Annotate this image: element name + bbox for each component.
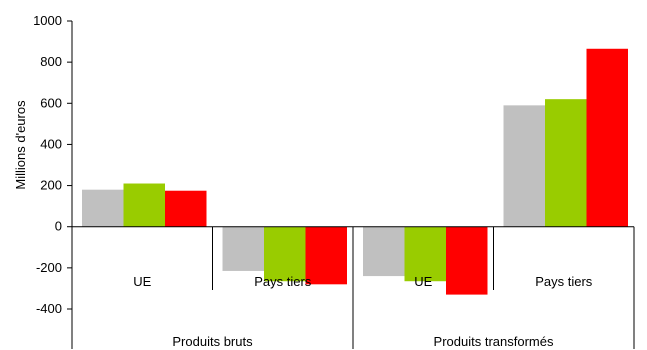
y-tick-label: 200 xyxy=(40,178,62,193)
group-label: Produits bruts xyxy=(172,334,253,349)
group-label: Produits transformés xyxy=(434,334,554,349)
category-axis: UE Pays tiers UE Pays tiers Produits bruts Pr… xyxy=(71,226,635,349)
bar xyxy=(586,48,628,227)
bar xyxy=(165,190,207,227)
y-axis: 1000 800 600 400 200 0 -200 -400 xyxy=(33,13,73,316)
category-label: UE xyxy=(414,274,432,289)
bar xyxy=(446,226,488,295)
bar xyxy=(82,189,124,227)
category-label: Pays tiers xyxy=(535,274,593,289)
y-axis-label: Millions d'euros xyxy=(13,100,28,190)
bar xyxy=(305,226,347,285)
bar xyxy=(545,99,587,227)
bar xyxy=(404,226,446,282)
y-tick-label: -400 xyxy=(36,301,62,316)
y-tick-label: 800 xyxy=(40,54,62,69)
bars xyxy=(82,48,628,295)
bar xyxy=(503,105,545,227)
y-tick-label: -200 xyxy=(36,260,62,275)
category-label: Pays tiers xyxy=(254,274,312,289)
y-tick-label: 600 xyxy=(40,95,62,110)
y-tick-label: 1000 xyxy=(33,13,62,28)
bar xyxy=(123,183,165,227)
bar xyxy=(264,226,306,282)
category-label: UE xyxy=(133,274,151,289)
bar xyxy=(222,226,264,271)
y-tick-label: 0 xyxy=(55,219,62,234)
y-tick-label: 400 xyxy=(40,136,62,151)
bar xyxy=(363,226,405,277)
